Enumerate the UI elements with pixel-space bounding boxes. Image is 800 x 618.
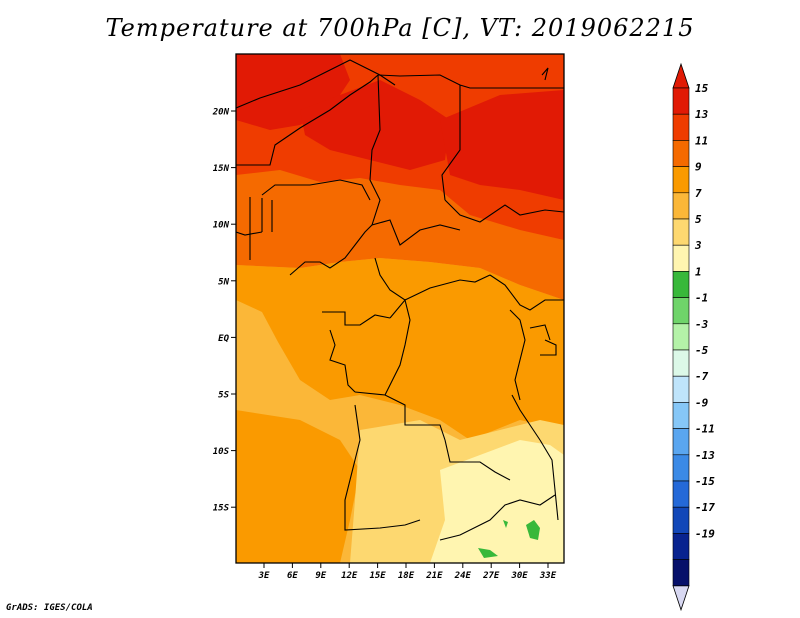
colorbar-label: -9 — [695, 396, 709, 409]
colorbar-label: -13 — [695, 449, 715, 462]
colorbar-label: -17 — [695, 501, 715, 514]
grads-credit: GrADS: IGES/COLA — [6, 603, 93, 613]
lat-tick-label: EQ — [218, 334, 229, 344]
colorbar-label: 3 — [694, 239, 702, 252]
lat-tick-label: 15N — [213, 164, 230, 174]
lon-tick-label: 6E — [287, 571, 298, 581]
colorbar-label: -1 — [695, 292, 708, 305]
colorbar-swatch — [672, 559, 690, 587]
lon-tick-label: 27E — [482, 571, 500, 581]
colorbar-label: -3 — [695, 318, 709, 331]
colorbar-label: 7 — [695, 187, 702, 200]
map-frame — [235, 53, 565, 564]
field-hot-central — [300, 80, 450, 170]
colorbar-label: -15 — [695, 475, 715, 488]
colorbar-bottom-arrow — [672, 585, 690, 612]
colorbar-swatch — [672, 454, 690, 482]
lon-tick-label: 24E — [454, 571, 472, 581]
lon-tick-label: 18E — [398, 571, 415, 581]
colorbar-label: -5 — [695, 344, 709, 357]
colorbar-swatch — [672, 113, 690, 141]
lon-tick-label: 3E — [258, 571, 270, 581]
lat-tick-label: 5S — [218, 391, 229, 401]
field-hot-east — [440, 90, 564, 200]
lon-tick-label: 9E — [315, 571, 326, 581]
colorbar-swatch — [672, 402, 690, 429]
lon-tick-label: 21E — [425, 571, 443, 581]
field-green-patch — [478, 548, 498, 558]
lon-tick-label: 33E — [539, 571, 557, 581]
colorbar-label: -19 — [695, 527, 715, 540]
colorbar-swatch — [672, 375, 690, 403]
longitude-axis: 3E 6E 9E 12E 15E 18E 21E 24E 27E 30E 33E — [258, 563, 557, 581]
lat-tick-label: 15S — [213, 504, 230, 514]
colorbar-swatch — [672, 140, 690, 167]
colorbar-swatch — [672, 297, 690, 325]
colorbar-label: -11 — [695, 423, 715, 436]
colorbar-label: 5 — [695, 213, 702, 226]
colorbar-swatch — [672, 323, 690, 351]
colorbar-swatch — [672, 428, 690, 456]
colorbar-label: 11 — [695, 134, 708, 147]
colorbar-top-arrow — [672, 62, 690, 89]
lon-tick-label: 12E — [341, 571, 358, 581]
lat-tick-label: 10S — [213, 447, 230, 457]
colorbar-label: 9 — [695, 161, 702, 174]
colorbar-swatch — [672, 506, 690, 534]
latitude-axis: 20N 15N 10N 5N EQ 5S 10S 15S — [212, 108, 236, 514]
country-borders — [236, 59, 564, 541]
temperature-field — [236, 54, 564, 563]
colorbar-swatch — [672, 218, 690, 246]
colorbar-label: 13 — [695, 108, 709, 121]
lon-tick-label: 15E — [369, 571, 386, 581]
lat-tick-label: 5N — [218, 277, 229, 287]
colorbar-swatch — [672, 480, 690, 508]
field-green-patch — [526, 520, 540, 540]
lat-tick-label: 10N — [213, 221, 230, 231]
colorbar-swatch — [672, 533, 690, 560]
colorbar-swatch — [672, 349, 690, 377]
colorbar-label: 1 — [695, 265, 702, 278]
colorbar-swatch — [672, 244, 690, 272]
colorbar-label: -7 — [695, 370, 709, 383]
field-orange-southwest — [236, 410, 360, 563]
colorbar-swatch — [672, 87, 690, 115]
lon-tick-label: 30E — [510, 571, 528, 581]
lat-tick-label: 20N — [212, 108, 230, 118]
colorbar-swatch — [672, 192, 690, 220]
colorbar-label: 15 — [695, 82, 709, 95]
colorbar-swatch — [672, 166, 690, 194]
field-green-patch — [503, 520, 508, 528]
chart-title: Temperature at 700hPa [C], VT: 201906221… — [105, 14, 695, 42]
colorbar: 15 13 11 9 7 5 3 1 -1 -3 -5 -7 -9 -11 -13 -15 -17 -19 — [672, 62, 715, 612]
colorbar-swatch — [672, 271, 690, 298]
